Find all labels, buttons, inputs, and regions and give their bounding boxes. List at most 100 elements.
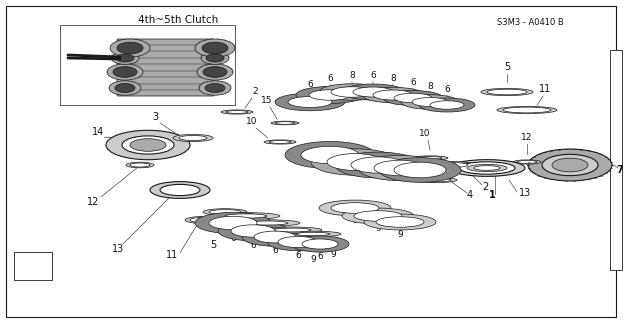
Ellipse shape — [419, 98, 475, 112]
Ellipse shape — [432, 163, 468, 168]
Ellipse shape — [248, 221, 288, 225]
Text: 6: 6 — [272, 246, 278, 255]
Text: 5: 5 — [210, 240, 216, 250]
Ellipse shape — [106, 130, 190, 160]
Ellipse shape — [122, 136, 174, 154]
Ellipse shape — [528, 149, 612, 181]
Ellipse shape — [319, 84, 385, 100]
Ellipse shape — [278, 236, 318, 248]
Ellipse shape — [107, 64, 143, 80]
Ellipse shape — [236, 220, 300, 226]
Ellipse shape — [327, 154, 383, 171]
Ellipse shape — [351, 157, 405, 173]
Ellipse shape — [552, 158, 588, 172]
Ellipse shape — [296, 86, 364, 103]
Text: 14: 14 — [92, 127, 104, 137]
Ellipse shape — [425, 162, 475, 169]
Text: 6: 6 — [370, 71, 376, 80]
Ellipse shape — [341, 84, 405, 100]
Ellipse shape — [394, 93, 432, 103]
Ellipse shape — [288, 97, 332, 108]
Text: 4th~5th Clutch: 4th~5th Clutch — [138, 15, 218, 25]
Ellipse shape — [113, 67, 137, 77]
Ellipse shape — [254, 231, 296, 243]
Ellipse shape — [459, 162, 515, 174]
Text: 9: 9 — [352, 216, 358, 225]
Ellipse shape — [301, 146, 359, 164]
Ellipse shape — [126, 162, 154, 168]
Text: 6: 6 — [295, 251, 301, 260]
Ellipse shape — [150, 182, 210, 198]
Ellipse shape — [296, 232, 330, 236]
Text: 9: 9 — [375, 224, 381, 233]
Text: 12: 12 — [521, 133, 533, 142]
Ellipse shape — [376, 217, 424, 227]
Ellipse shape — [116, 54, 134, 62]
FancyBboxPatch shape — [610, 50, 622, 270]
Text: 6: 6 — [307, 80, 313, 89]
Ellipse shape — [449, 160, 525, 176]
Ellipse shape — [206, 54, 224, 62]
Ellipse shape — [401, 95, 459, 109]
Ellipse shape — [481, 88, 533, 96]
Ellipse shape — [212, 212, 280, 220]
Ellipse shape — [373, 90, 413, 100]
Ellipse shape — [374, 160, 426, 176]
Text: 3: 3 — [152, 112, 158, 122]
Ellipse shape — [309, 90, 351, 100]
Text: 8: 8 — [349, 71, 355, 80]
Ellipse shape — [271, 121, 299, 125]
Text: FR.: FR. — [79, 45, 95, 54]
Text: 13: 13 — [519, 188, 531, 198]
Ellipse shape — [190, 217, 220, 223]
Ellipse shape — [202, 42, 228, 54]
Ellipse shape — [203, 67, 227, 77]
Ellipse shape — [209, 210, 241, 214]
Ellipse shape — [197, 64, 233, 80]
Text: 15: 15 — [261, 96, 273, 105]
Ellipse shape — [273, 228, 311, 232]
FancyBboxPatch shape — [14, 252, 52, 280]
Text: 9: 9 — [310, 255, 316, 264]
Ellipse shape — [221, 110, 253, 114]
Ellipse shape — [542, 154, 598, 176]
Text: 4: 4 — [467, 190, 473, 200]
Ellipse shape — [412, 98, 448, 107]
Text: 9: 9 — [397, 230, 403, 239]
Ellipse shape — [342, 208, 414, 224]
Ellipse shape — [319, 200, 391, 216]
Text: 7: 7 — [616, 165, 623, 175]
Ellipse shape — [109, 81, 141, 95]
Ellipse shape — [173, 134, 213, 141]
Ellipse shape — [231, 225, 275, 237]
Ellipse shape — [517, 161, 537, 164]
Ellipse shape — [117, 42, 143, 54]
Ellipse shape — [199, 81, 231, 95]
Ellipse shape — [419, 178, 451, 182]
Ellipse shape — [353, 87, 393, 97]
Ellipse shape — [267, 233, 329, 251]
Text: 12: 12 — [87, 197, 99, 207]
Ellipse shape — [430, 101, 464, 109]
Ellipse shape — [226, 111, 248, 113]
Ellipse shape — [418, 156, 442, 159]
FancyBboxPatch shape — [6, 6, 616, 317]
Text: 2: 2 — [482, 182, 488, 192]
Ellipse shape — [185, 216, 225, 224]
Ellipse shape — [218, 221, 288, 241]
Ellipse shape — [291, 236, 349, 252]
Text: 1: 1 — [489, 190, 496, 200]
Text: 10: 10 — [246, 117, 258, 126]
Ellipse shape — [311, 149, 399, 175]
Ellipse shape — [115, 84, 135, 92]
Text: 6: 6 — [230, 234, 236, 243]
Text: 2: 2 — [252, 87, 258, 96]
Ellipse shape — [201, 52, 229, 64]
Ellipse shape — [364, 214, 436, 230]
Ellipse shape — [474, 166, 500, 170]
Ellipse shape — [379, 158, 461, 182]
Ellipse shape — [262, 227, 322, 233]
Text: 5: 5 — [504, 62, 510, 72]
Ellipse shape — [275, 93, 345, 111]
Ellipse shape — [354, 211, 402, 221]
